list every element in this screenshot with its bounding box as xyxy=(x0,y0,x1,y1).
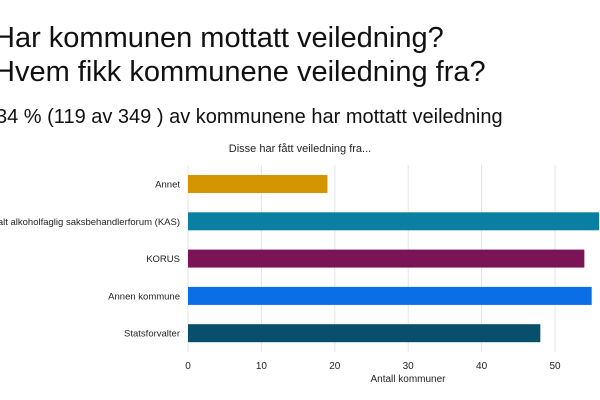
x-tick-label: 20 xyxy=(329,361,341,372)
category-label: nalt alkoholfaglig saksbehandlerforum (K… xyxy=(0,217,180,228)
x-tick-label: 0 xyxy=(185,361,191,372)
category-label: Annet xyxy=(155,180,180,191)
x-tick-label: 40 xyxy=(476,361,488,372)
x-tick-label: 10 xyxy=(256,361,268,372)
x-tick-label: 30 xyxy=(403,361,415,372)
category-label: Annen kommune xyxy=(108,291,180,302)
x-axis-title: Antall kommuner xyxy=(370,374,446,385)
category-label: Statsforvalter xyxy=(124,329,180,340)
heading-question-2: Hvem fikk kommunene veiledning fra? xyxy=(0,56,486,88)
x-tick-label: 50 xyxy=(549,361,561,372)
bar xyxy=(188,212,600,231)
bar xyxy=(188,249,585,268)
category-label: KORUS xyxy=(146,254,180,265)
summary-text: 34 % (119 av 349 ) av kommunene har mott… xyxy=(0,106,503,128)
bar xyxy=(188,286,592,305)
chart-title: Disse har fått veiledning fra... xyxy=(229,143,371,155)
bar xyxy=(188,175,328,193)
bar xyxy=(188,324,541,343)
heading-question-1: Har kommunen mottatt veiledning? xyxy=(0,22,444,54)
